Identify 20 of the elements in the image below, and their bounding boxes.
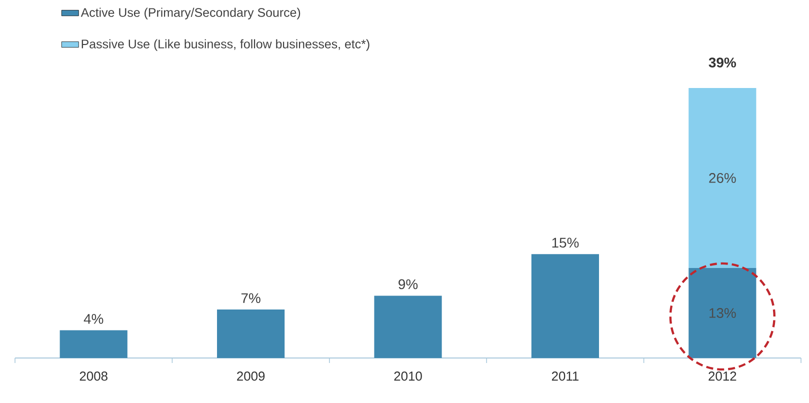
data-label: 13%: [710, 308, 736, 318]
data-label: 9%: [398, 279, 418, 290]
bar: [217, 310, 285, 358]
x-tick-label: 2010: [394, 372, 422, 381]
x-tick-label: 2008: [80, 372, 108, 381]
data-label: 4%: [84, 314, 104, 324]
x-tick-label: 2011: [552, 372, 579, 381]
data-label: 26%: [709, 173, 736, 183]
data-label: 7%: [241, 293, 260, 304]
legend-label: Active Use (Primary/Secondary Source): [80, 8, 300, 20]
bar: [688, 88, 756, 268]
x-tick-label: 2009: [237, 372, 265, 381]
bar: [374, 296, 442, 358]
x-tick-label: 2012: [708, 372, 736, 381]
data-label: 15%: [552, 238, 579, 248]
bar: [60, 330, 128, 358]
bar: [688, 268, 756, 358]
bar: [531, 254, 600, 358]
legend-label: Passive Use (Like business, follow businesses, etc*): [82, 39, 370, 51]
total-label: 39%: [708, 58, 736, 68]
